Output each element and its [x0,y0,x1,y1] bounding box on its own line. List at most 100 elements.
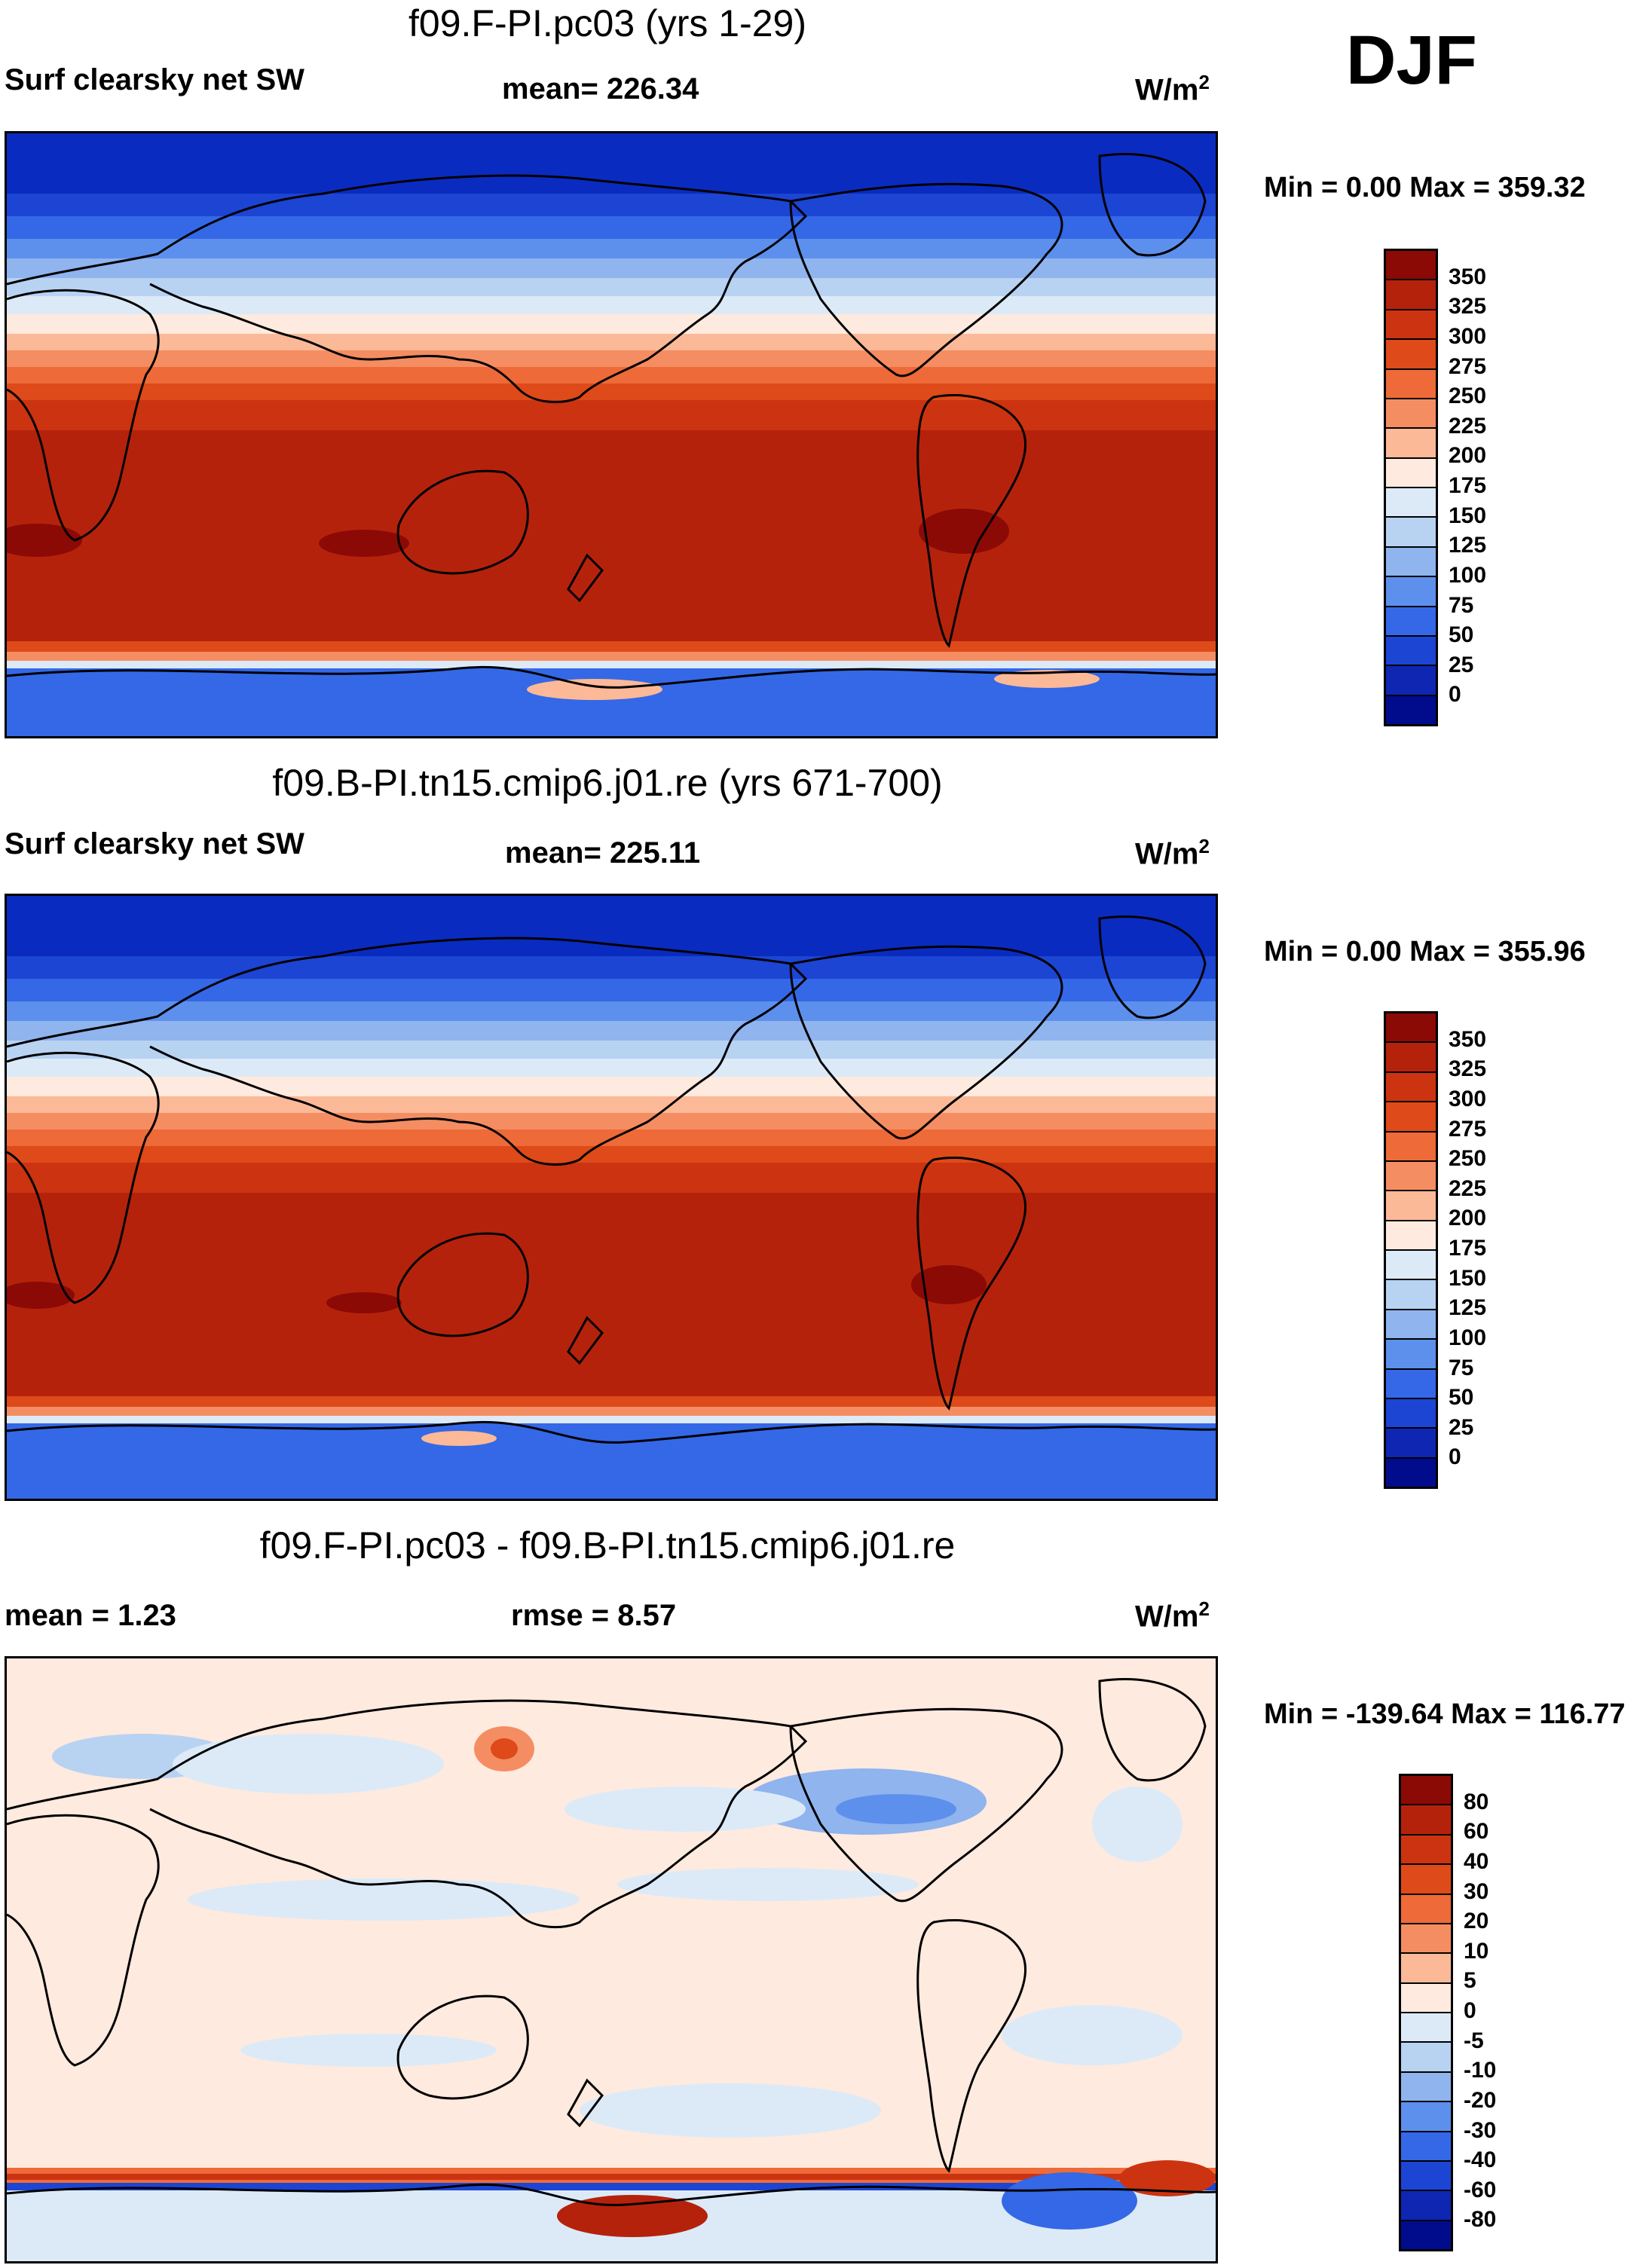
africa-outline [7,1051,160,1304]
panel1-colorbar-swatch [1386,518,1436,548]
panel2-colorbar-swatch [1386,1191,1436,1221]
panel3-colorbar-swatch [1401,1954,1451,1984]
panel2-colorbar-label: 325 [1449,1056,1487,1082]
africa-outline [7,289,160,542]
panel1-colorbar-swatch [1386,399,1436,429]
panel2-title: f09.B-PI.tn15.cmip6.j01.re (yrs 671-700) [272,762,943,804]
new-zealand-outline [567,553,604,603]
panel1-map [5,131,1218,738]
panel3-units: W/m2 [1135,1597,1210,1634]
panel3-colorbar-labels: 80 60 40 30 20 10 5 0 -5 -10 -20 -30 -40 -60 -80 [1464,1774,1554,2251]
panel1-colorbar-label: 125 [1449,533,1487,558]
panel3-colorbar-swatch [1401,2221,1451,2249]
panel3-mean: mean = 1.23 [5,1599,176,1632]
panel1-colorbar-swatch [1386,458,1436,488]
panel1-mean: mean= 226.34 [502,72,699,105]
panel1-colorbar-label: 0 [1449,682,1461,708]
panel3-colorbar-label: -5 [1464,2028,1484,2053]
panel1-colorbar-swatch [1386,636,1436,667]
antarctica-outline [7,1420,1216,1444]
panel2-map-canvas [7,896,1216,1499]
panel3-colorbar-label: -30 [1464,2117,1497,2143]
panel1-colorbar-swatch [1386,429,1436,459]
panel3-colorbar-label: 60 [1464,1819,1489,1845]
panel2-colorbar-swatch [1386,1280,1436,1310]
panel1-colorbar-label: 300 [1449,323,1487,349]
panel3-colorbar-label: 20 [1464,1909,1489,1934]
panel2-colorbar-label: 50 [1449,1385,1474,1411]
panel2-colorbar-label: 0 [1449,1444,1461,1470]
panel2-colorbar [1384,1011,1438,1489]
panel1-colorbar-swatch [1386,251,1436,281]
panel3-difference-field [7,1658,1216,2261]
panel3-colorbar-swatch [1401,2072,1451,2103]
panel1-colorbar-swatch [1386,488,1436,518]
panel3-colorbar-label: 30 [1464,1878,1489,1904]
panel3-minmax: Min = -139.64 Max = 116.77 [1264,1698,1626,1730]
greenland-outline [1098,1678,1207,1782]
panel3-colorbar-swatch [1401,1894,1451,1924]
panel2-colorbar-swatch [1386,1221,1436,1251]
panel1-colorbar-label: 275 [1449,353,1487,379]
panel2-colorbar-swatch [1386,1132,1436,1162]
panel2-colorbar-swatch [1386,1251,1436,1281]
panel2-colorbar-swatch [1386,1429,1436,1459]
panel2-colorbar-label: 25 [1449,1414,1474,1440]
panel1-colorbar-label: 150 [1449,503,1487,528]
panel3-colorbar-label: 80 [1464,1789,1489,1814]
panel2-minmax: Min = 0.00 Max = 355.96 [1264,936,1586,967]
panel2-colorbar-label: 100 [1449,1325,1487,1350]
panel1-colorbar [1384,249,1438,726]
panel2-colorbar-swatch [1386,1369,1436,1399]
africa-outline [7,1814,160,2067]
eurasia-outline [7,1699,808,1929]
panel3-colorbar-swatch [1401,2102,1451,2132]
north-america-outline [789,945,1063,1140]
panel3-colorbar-swatch [1401,2013,1451,2043]
panel1-title: f09.F-PI.pc03 (yrs 1-29) [408,2,806,44]
panel2-mean: mean= 225.11 [505,836,701,870]
panel3-title: f09.F-PI.pc03 - f09.B-PI.tn15.cmip6.j01.… [259,1524,956,1567]
eurasia-outline [7,174,808,404]
panel2-colorbar-label: 225 [1449,1175,1487,1201]
panel1-colorbar-label: 225 [1449,413,1487,439]
panel1-colorbar-label: 200 [1449,443,1487,469]
panel1-field-label: Surf clearsky net SW [5,63,304,96]
panel1-map-canvas [7,133,1216,736]
panel3-colorbar-label: -20 [1464,2087,1497,2113]
antarctica-outline [7,665,1216,689]
panel1-colorbar-swatch [1386,369,1436,399]
panel2-colorbar-label: 275 [1449,1116,1487,1142]
panel3-colorbar-swatch [1401,1776,1451,1806]
panel2-units: W/m2 [1135,835,1210,871]
panel1-colorbar-swatch [1386,607,1436,637]
panel2-colorbar-label: 125 [1449,1295,1487,1321]
panel1-latitude-bands [7,133,1216,736]
panel3-colorbar-label: -60 [1464,2177,1497,2202]
panel3-rmse: rmse = 8.57 [511,1599,677,1632]
panel1-colorbar-label: 100 [1449,562,1487,588]
panel3-colorbar-swatch [1401,1983,1451,2013]
panel2-latitude-bands [7,896,1216,1499]
south-america-outline [916,393,1026,648]
panel3-colorbar-swatch [1401,2043,1451,2073]
greenland-outline [1098,153,1207,257]
panel1-colorbar-label: 350 [1449,264,1487,289]
eurasia-outline [7,937,808,1166]
panel3-colorbar-swatch [1401,1805,1451,1835]
greenland-outline [1098,915,1207,1019]
australia-outline [396,469,529,575]
south-america-outline [916,1918,1026,2173]
panel2-colorbar-swatch [1386,1043,1436,1073]
panel3-colorbar-label: -80 [1464,2207,1497,2233]
panel3-map [5,1656,1218,2263]
panel1-colorbar-swatch [1386,340,1436,370]
panel3-colorbar-label: 0 [1464,1998,1476,2023]
panel2-colorbar-label: 175 [1449,1236,1487,1261]
australia-outline [396,1994,529,2100]
panel2-colorbar-swatch [1386,1310,1436,1340]
panel2-colorbar-swatch [1386,1398,1436,1429]
south-america-outline [916,1156,1026,1411]
panel3-colorbar-swatch [1401,2161,1451,2192]
panel3-map-canvas [7,1658,1216,2261]
